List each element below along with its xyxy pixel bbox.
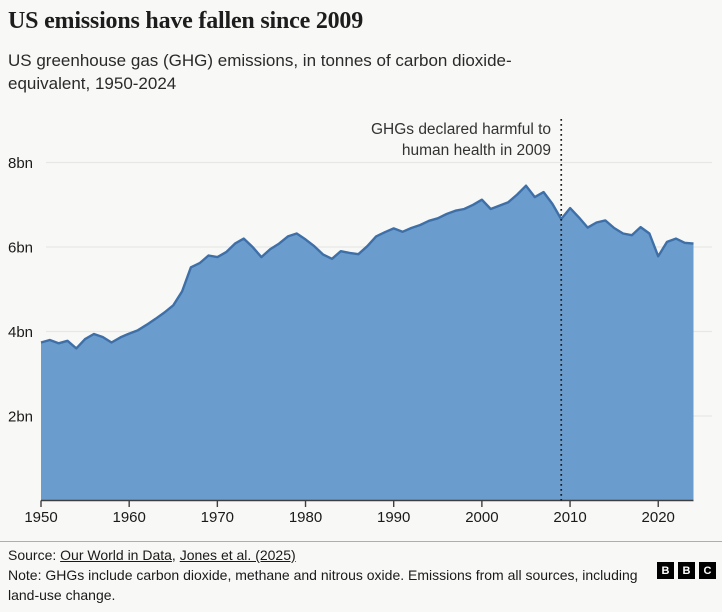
source-line: Source: Our World in Data, Jones et al. …	[8, 547, 708, 563]
source-separator: ,	[171, 547, 180, 563]
y-axis-label-4bn: 4bn	[8, 324, 33, 341]
chart-note: Note: GHGs include carbon dioxide, metha…	[8, 567, 638, 603]
emissions-area-chart: 2bn 4bn 6bn 8bn 1950 1960 1970 1980 1990 2000 2010…	[0, 112, 722, 532]
x-axis-label-2020: 2020	[642, 509, 675, 526]
x-axis-label-1970: 1970	[201, 509, 234, 526]
footer-divider	[0, 541, 722, 542]
x-axis-label-1990: 1990	[377, 509, 410, 526]
bbc-logo: B B C	[657, 562, 716, 579]
chart-subtitle: US greenhouse gas (GHG) emissions, in to…	[8, 51, 512, 94]
x-axis-label-1960: 1960	[112, 509, 145, 526]
emissions-area-line	[40, 184, 694, 350]
source-prefix: Source:	[8, 547, 61, 563]
x-axis-label-1980: 1980	[289, 509, 322, 526]
annotation-line-2: human health in 2009	[401, 142, 551, 159]
y-axis-label-2bn: 2bn	[8, 409, 33, 426]
chart-canvas: 2bn 4bn 6bn 8bn 1950 1960 1970 1980 1990 2000 2010…	[8, 119, 712, 526]
y-axis-label-6bn: 6bn	[8, 240, 33, 257]
source-link-owid[interactable]: Our World in Data	[60, 547, 172, 563]
x-axis-label-1950: 1950	[24, 509, 57, 526]
bbc-logo-box-1: B	[657, 562, 674, 579]
bbc-logo-box-2: B	[678, 562, 695, 579]
y-axis-label-8bn: 8bn	[8, 155, 33, 172]
bbc-logo-box-3: C	[699, 562, 716, 579]
chart-annotation: GHGs declared harmful to human health in…	[371, 119, 551, 161]
x-axis-label-2010: 2010	[553, 509, 586, 526]
x-axis-label-2000: 2000	[465, 509, 498, 526]
emissions-area-fill	[41, 185, 694, 501]
page-title: US emissions have fallen since 2009	[8, 8, 364, 34]
source-link-jones[interactable]: Jones et al. (2025)	[179, 547, 296, 563]
annotation-line-1: GHGs declared harmful to	[370, 121, 551, 138]
